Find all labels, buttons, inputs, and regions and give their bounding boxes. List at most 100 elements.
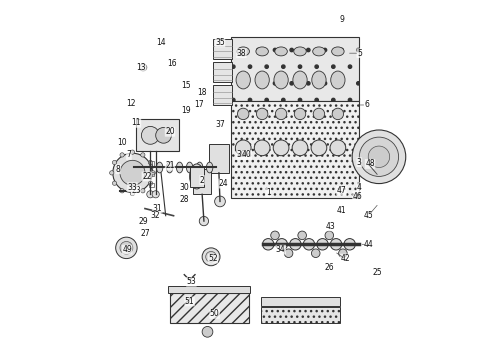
Circle shape — [130, 192, 135, 196]
Circle shape — [276, 239, 288, 250]
Circle shape — [215, 196, 225, 207]
Circle shape — [148, 160, 152, 165]
Ellipse shape — [313, 47, 325, 56]
Bar — [170, 293, 248, 323]
Text: 35: 35 — [215, 38, 225, 47]
Circle shape — [202, 327, 213, 337]
Circle shape — [313, 108, 325, 120]
Bar — [168, 286, 250, 293]
Circle shape — [298, 231, 306, 240]
Bar — [261, 307, 340, 323]
Circle shape — [151, 171, 155, 175]
Ellipse shape — [167, 162, 173, 173]
Ellipse shape — [190, 164, 204, 189]
Circle shape — [284, 249, 293, 257]
Ellipse shape — [156, 162, 163, 173]
Text: 31: 31 — [153, 204, 162, 213]
Text: 42: 42 — [340, 254, 350, 263]
Circle shape — [202, 248, 220, 266]
Circle shape — [112, 160, 117, 165]
Circle shape — [263, 239, 274, 250]
Text: 26: 26 — [324, 263, 334, 272]
Text: 52: 52 — [208, 254, 218, 263]
Circle shape — [152, 191, 159, 198]
Text: 11: 11 — [131, 118, 141, 127]
Circle shape — [292, 140, 308, 156]
Bar — [193, 169, 211, 194]
Circle shape — [303, 239, 315, 250]
Circle shape — [339, 249, 347, 257]
Circle shape — [112, 181, 117, 185]
Text: 23: 23 — [131, 186, 141, 195]
Text: 34: 34 — [276, 245, 286, 254]
Circle shape — [330, 239, 342, 250]
Bar — [148, 161, 154, 166]
Text: 6: 6 — [364, 100, 369, 109]
Text: 44: 44 — [364, 240, 373, 249]
Bar — [148, 172, 154, 176]
Bar — [190, 166, 204, 187]
Text: 45: 45 — [364, 211, 373, 220]
Ellipse shape — [176, 162, 183, 173]
Circle shape — [330, 140, 346, 156]
Text: 46: 46 — [353, 192, 363, 201]
Circle shape — [140, 64, 147, 71]
Text: 19: 19 — [181, 106, 191, 115]
Circle shape — [110, 171, 114, 175]
Text: 15: 15 — [181, 81, 191, 90]
Bar — [231, 37, 359, 102]
Circle shape — [113, 153, 152, 193]
Text: 24: 24 — [219, 179, 228, 188]
Circle shape — [120, 242, 133, 254]
Text: 33: 33 — [127, 183, 137, 192]
Circle shape — [256, 108, 268, 120]
Circle shape — [206, 251, 217, 262]
Text: 29: 29 — [138, 217, 148, 226]
Circle shape — [290, 239, 301, 250]
Bar — [136, 119, 179, 152]
Bar — [213, 39, 232, 59]
Text: 3: 3 — [357, 158, 362, 167]
Text: 27: 27 — [140, 229, 150, 238]
Circle shape — [312, 249, 320, 257]
Circle shape — [359, 137, 398, 176]
Ellipse shape — [312, 71, 326, 89]
Text: 50: 50 — [210, 310, 220, 319]
Text: 25: 25 — [372, 268, 382, 277]
Text: 7: 7 — [126, 150, 131, 159]
Text: 38: 38 — [237, 49, 246, 58]
Text: 16: 16 — [167, 59, 176, 68]
Text: 9: 9 — [339, 15, 344, 24]
Text: 49: 49 — [122, 245, 132, 254]
Bar — [213, 62, 232, 82]
Circle shape — [147, 191, 154, 198]
Text: 43: 43 — [326, 222, 336, 231]
Circle shape — [120, 189, 124, 193]
Ellipse shape — [136, 162, 143, 173]
Text: 30: 30 — [179, 183, 189, 192]
Ellipse shape — [332, 47, 344, 56]
Text: 1: 1 — [266, 188, 270, 197]
Text: 37: 37 — [215, 120, 225, 129]
Circle shape — [141, 153, 145, 157]
Circle shape — [311, 140, 327, 156]
Text: 28: 28 — [179, 195, 189, 204]
Text: 4: 4 — [357, 183, 362, 192]
Text: 5: 5 — [357, 49, 362, 58]
Circle shape — [368, 146, 390, 167]
Ellipse shape — [256, 47, 269, 56]
Circle shape — [120, 153, 124, 157]
Ellipse shape — [274, 71, 288, 89]
Text: 48: 48 — [365, 159, 375, 168]
Circle shape — [120, 160, 145, 185]
Ellipse shape — [275, 47, 287, 56]
Text: 13: 13 — [137, 63, 146, 72]
Circle shape — [273, 140, 289, 156]
Circle shape — [130, 150, 135, 154]
Circle shape — [352, 130, 406, 184]
Circle shape — [235, 140, 251, 156]
Text: 32: 32 — [151, 211, 161, 220]
Circle shape — [332, 108, 343, 120]
Circle shape — [116, 237, 137, 258]
Ellipse shape — [186, 162, 193, 173]
